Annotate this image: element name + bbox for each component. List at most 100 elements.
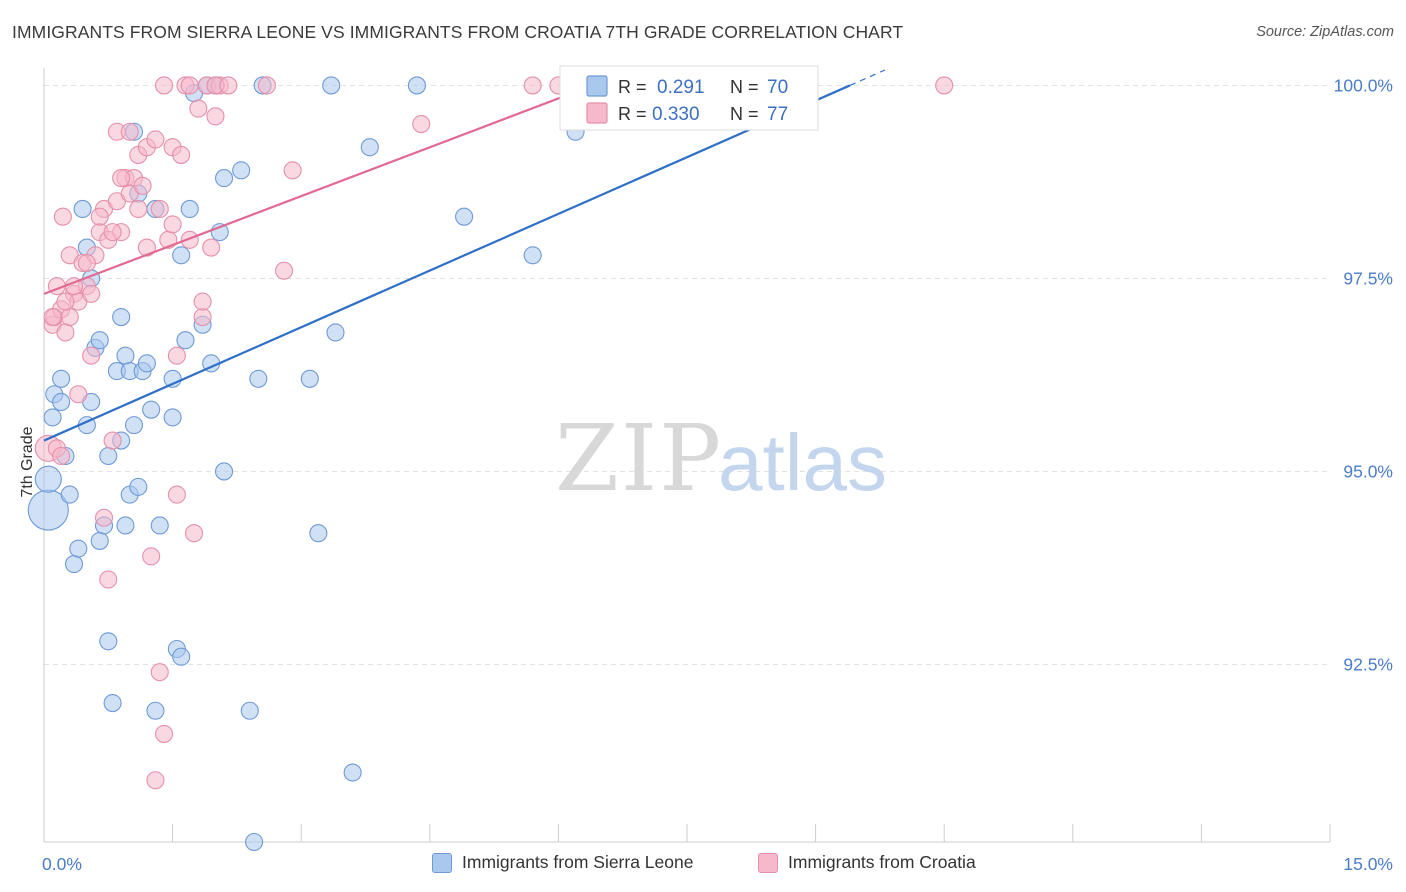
croatia-point-68 — [257, 76, 276, 95]
sierra-leone-point-66 — [455, 207, 474, 226]
legend-item-sierra-leone[interactable]: Immigrants from Sierra Leone — [432, 852, 693, 873]
croatia-point-48 — [206, 107, 225, 126]
legend-n-label-2: N = — [730, 104, 759, 124]
y-tick-label-1: 97.5% — [1343, 268, 1393, 288]
croatia-point-32 — [142, 547, 161, 566]
legend-n-label-1: N = — [730, 77, 759, 97]
sierra-leone-point-38 — [150, 516, 169, 535]
croatia-point-39 — [167, 346, 186, 365]
sierra-leone-point-8 — [64, 555, 84, 574]
sierra-leone-point-5 — [52, 369, 71, 388]
watermark-atlas: atlas — [718, 418, 887, 507]
sierra-leone-point-42 — [172, 647, 191, 666]
croatia-point-40 — [172, 145, 191, 164]
croatia-point-34 — [150, 663, 169, 682]
y-axis-title: 7th Grade — [19, 426, 36, 497]
legend-r-label-1: R = — [618, 77, 647, 97]
sierra-leone-point-4 — [52, 392, 71, 412]
legend-swatch-croatia — [758, 852, 778, 873]
sierra-leone-point-29 — [124, 416, 144, 435]
croatia-point-71 — [412, 114, 431, 134]
sierra-leone-point-7 — [60, 485, 79, 504]
sierra-leone-point-44 — [176, 331, 195, 350]
trend-lines — [43, 69, 886, 442]
series-croatia-points — [34, 76, 954, 790]
croatia-point-33 — [146, 130, 165, 149]
sierra-leone-point-64 — [360, 138, 379, 157]
sierra-leone-point-56 — [244, 832, 264, 852]
legend-item-croatia[interactable]: Immigrants from Croatia — [758, 852, 976, 873]
sierra-leone-point-67 — [523, 246, 542, 265]
croatia-point-36 — [154, 724, 174, 743]
tick-labels: 100.0% 97.5% 95.0% 92.5% 0.0% 15.0% — [42, 75, 1393, 874]
sierra-leone-point-45 — [180, 199, 199, 219]
croatia-point-45 — [193, 307, 212, 327]
sierra-leone-point-55 — [240, 701, 259, 720]
stats-legend: R = 0.291 N = 70 R = 0.330 N = 77 — [559, 65, 819, 131]
croatia-point-44 — [189, 99, 208, 118]
sierra-leone-point-25 — [116, 516, 135, 535]
legend-r-value-1: 0.291 — [657, 77, 705, 98]
sierra-leone-point-10 — [73, 199, 92, 219]
watermark: ZIP atlas — [555, 405, 887, 512]
x-tick-label-0: 0.0% — [42, 854, 82, 874]
sierra-leone-point-16 — [90, 331, 109, 350]
croatia-point-6 — [56, 323, 75, 342]
croatia-point-7 — [60, 307, 79, 327]
croatia-point-43 — [184, 524, 204, 543]
croatia-point-11 — [69, 385, 88, 404]
croatia-point-72 — [523, 76, 542, 95]
sierra-leone-point-26 — [116, 346, 135, 365]
croatia-point-54 — [90, 207, 109, 226]
croatia-point-15 — [82, 346, 101, 365]
legend-r-label-2: R = — [618, 104, 647, 124]
sierra-leone-point-19 — [99, 446, 118, 466]
croatia-point-74 — [935, 76, 954, 95]
croatia-point-58 — [133, 176, 152, 195]
sierra-leone-point-57 — [249, 369, 268, 388]
source-label: Source: ZipAtlas.com — [1256, 24, 1394, 40]
croatia-point-69 — [275, 261, 294, 280]
legend-swatch-pink — [586, 102, 608, 124]
sierra-leone-point-37 — [146, 701, 165, 720]
croatia-point-75 — [43, 307, 62, 327]
series-legend: Immigrants from Sierra Leone Immigrants … — [0, 852, 1406, 878]
sierra-leone-point-35 — [142, 400, 161, 419]
sierra-leone-point-65 — [407, 76, 426, 95]
sierra-leone-point-54 — [232, 161, 251, 180]
croatia-point-64 — [180, 76, 199, 95]
x-tick-label-1: 15.0% — [1343, 854, 1393, 874]
croatia-point-59 — [137, 238, 156, 257]
legend-n-value-2: 77 — [767, 104, 788, 125]
y-tick-label-3: 92.5% — [1343, 654, 1393, 674]
sierra-leone-trend-extension — [849, 69, 886, 86]
sierra-leone-point-60 — [309, 524, 328, 543]
sierra-leone-point-17 — [90, 531, 109, 550]
sierra-leone-point-59 — [300, 369, 319, 388]
croatia-point-60 — [146, 771, 165, 790]
sierra-leone-point-9 — [69, 539, 88, 558]
y-tick-label-0: 100.0% — [1334, 75, 1393, 95]
legend-swatch-sierra-leone — [432, 852, 452, 873]
sierra-leone-trend-line — [43, 84, 851, 442]
legend-label-croatia: Immigrants from Croatia — [788, 852, 976, 872]
croatia-point-70 — [283, 161, 302, 180]
legend-n-value-1: 70 — [767, 77, 788, 98]
croatia-point-55 — [103, 223, 122, 242]
sierra-leone-point-53 — [214, 462, 234, 481]
croatia-point-51 — [52, 446, 71, 466]
croatia-point-5 — [53, 207, 72, 226]
legend-label-sierra-leone: Immigrants from Sierra Leone — [462, 852, 694, 872]
sierra-leone-point-31 — [129, 477, 148, 496]
croatia-point-52 — [56, 292, 75, 311]
sierra-leone-point-63 — [343, 763, 362, 782]
croatia-point-67 — [219, 76, 238, 95]
croatia-point-20 — [99, 570, 118, 589]
croatia-point-63 — [167, 485, 186, 504]
croatia-point-42 — [180, 230, 199, 249]
sierra-leone-point-24 — [112, 307, 131, 327]
croatia-point-47 — [202, 238, 221, 257]
croatia-point-22 — [103, 431, 122, 450]
croatia-point-61 — [154, 76, 174, 95]
